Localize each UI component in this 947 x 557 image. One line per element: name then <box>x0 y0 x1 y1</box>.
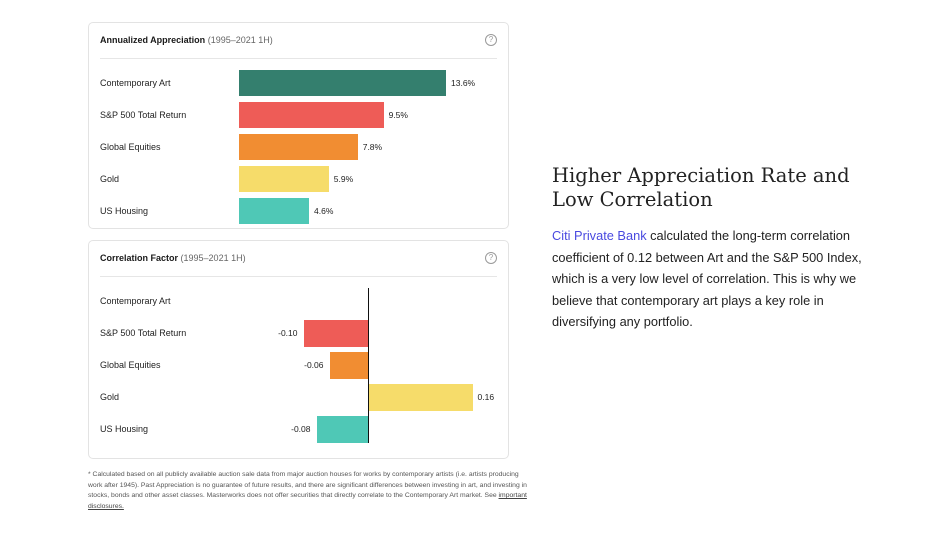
appreciation-bar-gold <box>239 166 329 192</box>
important-disclosures-link[interactable]: important disclosures. <box>88 492 527 510</box>
category-label-us-housing: US Housing <box>100 424 149 434</box>
article-heading: Higher Appreciation Rate and Low Correla… <box>552 164 850 211</box>
correlation-value-label: -0.06 <box>304 360 324 370</box>
appreciation-bar-us-housing <box>239 198 309 224</box>
appreciation-chart-card: Annualized Appreciation (1995–2021 1H) ?… <box>88 22 509 229</box>
appreciation-title-period: (1995–2021 1H) <box>207 35 273 45</box>
footnote-text: * Calculated based on all publicly avail… <box>88 471 527 499</box>
appreciation-bar-sandp-500-total-return <box>239 102 384 128</box>
help-icon[interactable]: ? <box>485 252 497 264</box>
correlation-bar-gold <box>368 383 473 411</box>
article-body-text: calculated the long-term correlation coe… <box>552 228 862 329</box>
category-label-us-housing: US Housing <box>100 206 149 216</box>
appreciation-bar-global-equities <box>239 134 358 160</box>
appreciation-title-text: Annualized Appreciation <box>100 35 206 45</box>
appreciation-value-label: 13.6% <box>451 78 476 88</box>
correlation-value-label: -0.08 <box>291 424 311 434</box>
category-label-sandp-500-total-return: S&P 500 Total Return <box>100 110 187 120</box>
correlation-title-text: Correlation Factor <box>100 253 179 263</box>
correlation-chart-title: Correlation Factor (1995–2021 1H) <box>100 253 246 263</box>
appreciation-chart-title: Annualized Appreciation (1995–2021 1H) <box>100 35 273 45</box>
correlation-bar-us-housing <box>316 415 369 443</box>
footnote: * Calculated based on all publicly avail… <box>88 470 533 512</box>
correlation-card-header: Correlation Factor (1995–2021 1H) ? <box>100 241 497 277</box>
category-label-gold: Gold <box>100 392 120 402</box>
appreciation-value-label: 9.5% <box>388 110 408 120</box>
category-label-sandp-500-total-return: S&P 500 Total Return <box>100 328 187 338</box>
category-label-gold: Gold <box>100 174 120 184</box>
category-label-global-equities: Global Equities <box>100 360 161 370</box>
category-label-global-equities: Global Equities <box>100 142 161 152</box>
correlation-title-period: (1995–2021 1H) <box>180 253 246 263</box>
correlation-value-label: -0.10 <box>278 328 298 338</box>
appreciation-value-label: 7.8% <box>362 142 383 152</box>
appreciation-card-header: Annualized Appreciation (1995–2021 1H) ? <box>100 23 497 59</box>
appreciation-value-label: 5.9% <box>333 174 354 184</box>
help-icon[interactable]: ? <box>485 34 497 46</box>
correlation-bar-global-equities <box>329 351 369 379</box>
article-paragraph: Citi Private Bank calculated the long-te… <box>552 225 872 333</box>
category-label-contemporary-art: Contemporary Art <box>100 296 171 306</box>
appreciation-bar-contemporary-art <box>239 70 446 96</box>
category-label-contemporary-art: Contemporary Art <box>100 78 171 88</box>
correlation-value-label: 0.16 <box>477 392 495 402</box>
citi-private-bank-link[interactable]: Citi Private Bank <box>552 228 647 243</box>
correlation-chart-card: Correlation Factor (1995–2021 1H) ? Cont… <box>88 240 509 459</box>
correlation-bar-sandp-500-total-return <box>303 319 369 347</box>
zero-axis-line <box>367 288 370 443</box>
appreciation-value-label: 4.6% <box>314 206 334 216</box>
